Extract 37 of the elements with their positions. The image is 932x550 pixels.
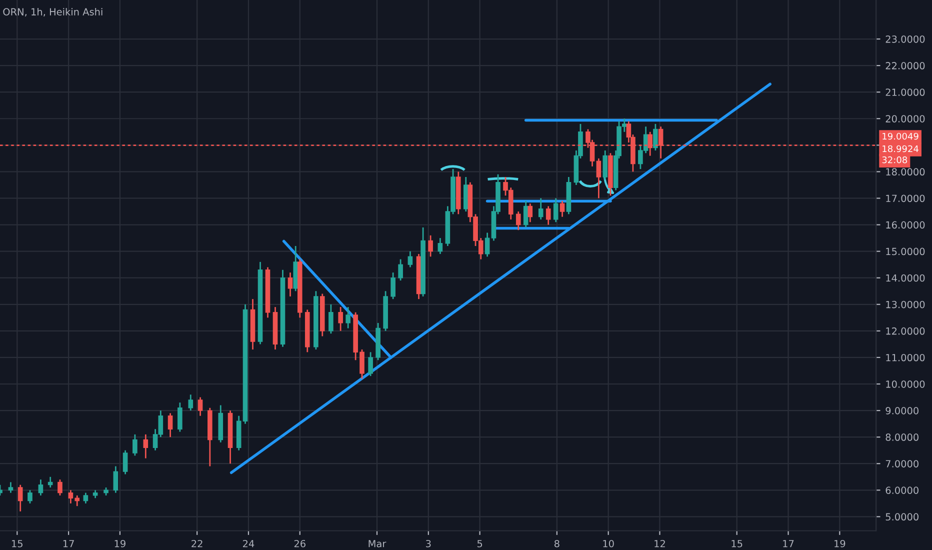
y-tick-label: 9.0000 xyxy=(886,407,918,414)
y-tick-label: 6.0000 xyxy=(886,486,918,494)
y-tick-label: 13.0000 xyxy=(886,300,925,308)
y-tick-label: 5.0000 xyxy=(886,513,918,521)
y-tick-label: 17.0000 xyxy=(886,194,925,202)
x-tick-label: 8 xyxy=(554,540,560,548)
text: ORN, 1h, Heikin Ashi xyxy=(3,8,102,16)
y-tick-label: 21.0000 xyxy=(886,88,925,96)
x-tick-label: 19 xyxy=(834,540,846,548)
ref-line-label: 18.9924 xyxy=(882,145,918,152)
x-tick-label: 24 xyxy=(243,540,254,548)
y-tick-label: 7.0000 xyxy=(886,460,918,468)
y-tick-label: 14.0000 xyxy=(886,274,925,282)
x-tick-label: 19 xyxy=(114,540,126,548)
x-tick-label: 17 xyxy=(63,540,74,548)
y-tick-label: 11.0000 xyxy=(886,354,925,362)
x-tick-label: Mar xyxy=(368,540,386,548)
x-tick-label: 12 xyxy=(654,540,665,548)
y-tick-label: 12.0000 xyxy=(886,327,925,335)
x-tick-label: 5 xyxy=(477,540,482,548)
x-tick-label: 10 xyxy=(603,540,614,548)
y-tick-label: 8.0000 xyxy=(886,434,918,441)
y-tick-label: 23.0000 xyxy=(886,35,925,43)
x-tick-label: 26 xyxy=(294,540,306,548)
y-tick-label: 20.0000 xyxy=(886,115,925,122)
x-tick-label: 15 xyxy=(732,540,742,548)
x-tick-label: 22 xyxy=(192,540,202,548)
text: 19.0049 xyxy=(882,132,918,140)
y-tick-label: 16.0000 xyxy=(886,221,925,229)
y-tick-label: 15.0000 xyxy=(886,248,925,256)
x-tick-label: 17 xyxy=(783,540,794,548)
y-tick-label: 18.0000 xyxy=(886,168,925,176)
y-tick-label: 10.0000 xyxy=(886,380,925,388)
x-tick-label: 15 xyxy=(12,540,22,548)
x-tick-label: 3 xyxy=(426,540,431,548)
text: 32:08 xyxy=(882,156,908,164)
y-tick-label: 22.0000 xyxy=(886,62,925,70)
